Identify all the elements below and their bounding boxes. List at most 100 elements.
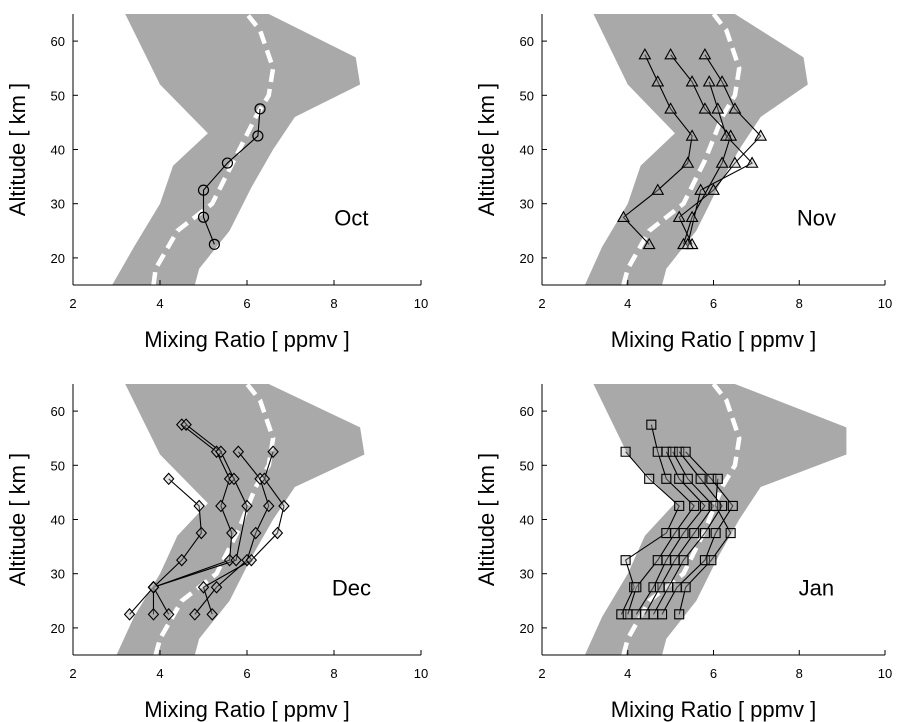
y-tick-label: 20: [51, 251, 65, 266]
x-tick-label: 6: [243, 296, 250, 311]
y-tick-label: 30: [520, 197, 534, 212]
square-marker: [699, 500, 710, 512]
chart-panel-nov: 2 4 6 8 10 20 30 40 50 60 Mixing Ratio [ ppmv ] Alt…: [474, 14, 892, 352]
square-marker: [631, 582, 642, 593]
diamond-marker: [180, 418, 192, 431]
square-marker: [669, 555, 680, 566]
profile-line: [620, 451, 680, 615]
y-tick-label: 50: [51, 458, 65, 473]
square-marker: [672, 582, 683, 593]
square-marker: [699, 527, 710, 539]
y-tick-label: 60: [51, 34, 65, 49]
y-tick-label: 40: [520, 513, 534, 528]
square-marker: [695, 473, 706, 484]
diamond-marker: [245, 553, 258, 567]
triangle-marker: [651, 75, 665, 87]
triangle-marker: [707, 183, 720, 195]
square-marker: [680, 446, 691, 457]
square-marker: [654, 582, 665, 593]
x-tick-label: 2: [69, 666, 76, 681]
diamond-marker: [195, 526, 208, 540]
diamond-marker: [147, 580, 160, 594]
y-tick-label: 20: [51, 621, 65, 636]
y-tick-label: 40: [51, 143, 65, 158]
triangle-marker: [715, 156, 729, 168]
triangle-marker: [711, 102, 725, 114]
diamond-marker: [206, 608, 218, 621]
profile-line: [635, 451, 706, 615]
profile-line: [652, 451, 723, 615]
square-marker: [646, 419, 657, 430]
y-tick-label: 40: [520, 143, 534, 158]
triangle-marker: [694, 183, 708, 195]
triangle-marker: [728, 156, 742, 168]
square-marker: [639, 609, 650, 620]
square-marker: [661, 473, 672, 484]
triangle-marker: [681, 237, 695, 250]
chart-panel-jan: 2 4 6 8 10 20 30 40 50 60 Mixing Ratio [ ppmv ] Alt…: [474, 384, 892, 722]
x-tick-label: 10: [414, 666, 428, 681]
envelope-band: [584, 384, 847, 655]
x-axis-title: Mixing Ratio [ ppmv ]: [611, 327, 816, 352]
x-axis-title: Mixing Ratio [ ppmv ]: [611, 697, 816, 722]
y-tick-label: 60: [520, 34, 534, 49]
triangle-marker: [685, 75, 699, 87]
x-tick-label: 2: [538, 666, 545, 681]
diamond-marker: [147, 608, 160, 621]
square-marker: [620, 555, 631, 566]
circle-marker: [221, 157, 234, 169]
profile-line: [661, 451, 734, 615]
month-label: Oct: [334, 205, 368, 230]
y-tick-label: 50: [520, 88, 534, 103]
x-tick-label: 4: [624, 296, 631, 311]
triangle-marker: [719, 129, 733, 141]
y-tick-label: 30: [51, 197, 65, 212]
y-tick-label: 50: [51, 88, 65, 103]
diamond-marker: [226, 526, 238, 540]
plot-area: [584, 14, 808, 285]
month-label: Dec: [332, 575, 371, 600]
mean-profile-line: [621, 14, 742, 285]
x-tick-label: 8: [330, 296, 337, 311]
x-axis-title: Mixing Ratio [ ppmv ]: [144, 697, 349, 722]
diamond-marker: [271, 526, 284, 540]
square-marker: [652, 446, 663, 457]
diamond-marker: [123, 608, 136, 621]
square-marker: [663, 582, 674, 593]
y-tick-label: 50: [520, 458, 534, 473]
plot-area: [584, 384, 847, 655]
square-marker: [689, 500, 700, 512]
y-tick-label: 20: [520, 621, 534, 636]
chart-panel-dec: 2 4 6 8 10 20 30 40 50 60 Mixing Ratio [ ppmv ] Alt…: [5, 384, 428, 722]
diamond-marker: [228, 472, 240, 486]
circle-marker: [208, 238, 220, 250]
profile-line: [644, 451, 715, 615]
square-marker: [674, 473, 685, 484]
month-label: Nov: [797, 205, 836, 230]
square-marker: [678, 527, 689, 539]
square-marker: [727, 500, 738, 512]
envelope-band: [584, 14, 808, 285]
diamond-marker: [258, 472, 271, 486]
triangle-marker: [685, 129, 699, 141]
x-tick-label: 8: [330, 666, 337, 681]
plot-area: [116, 384, 365, 655]
triangle-marker: [702, 75, 716, 87]
square-marker: [712, 473, 723, 484]
square-marker: [661, 555, 672, 566]
profile-line: [129, 478, 202, 615]
circle-marker: [197, 184, 210, 196]
square-marker: [669, 527, 680, 539]
triangle-marker: [698, 102, 712, 114]
profile-line: [687, 81, 753, 245]
square-marker: [674, 609, 685, 620]
triangle-marker: [681, 156, 695, 168]
x-tick-label: 6: [710, 296, 717, 311]
mean-profile-line: [153, 384, 276, 655]
diamond-marker: [210, 580, 223, 594]
x-tick-label: 4: [156, 666, 163, 681]
profile-line: [670, 54, 732, 245]
x-tick-label: 2: [538, 296, 545, 311]
y-axis-title: Altitude [ km ]: [5, 453, 30, 586]
x-tick-label: 8: [796, 296, 803, 311]
